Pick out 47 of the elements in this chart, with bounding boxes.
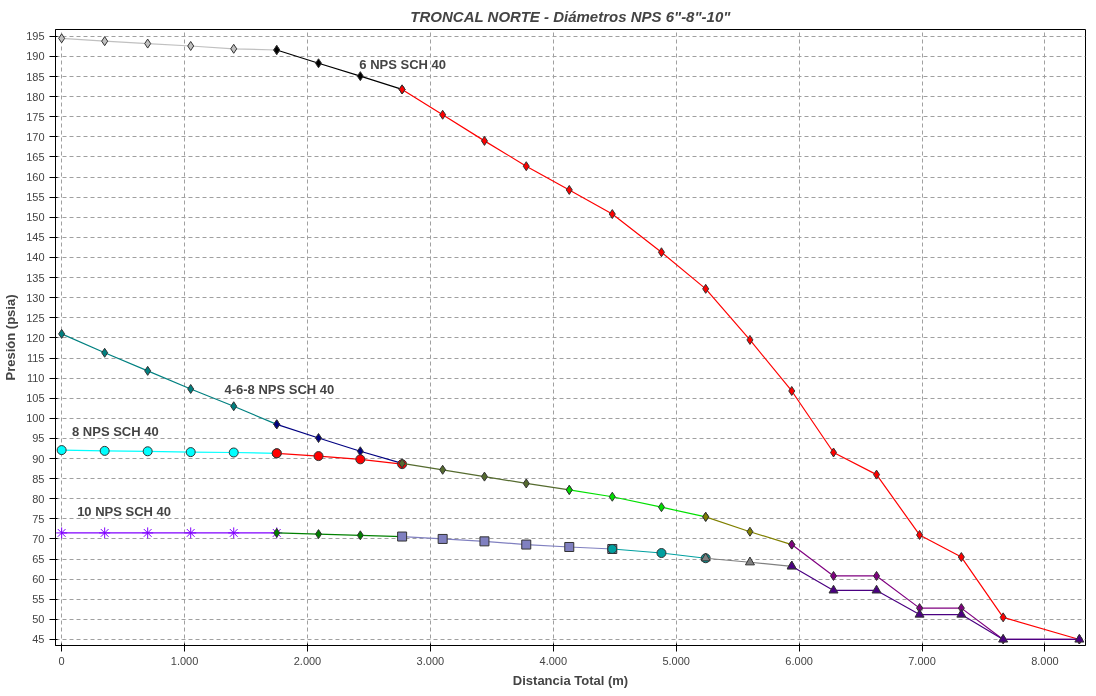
x-tick-label: 3.000	[416, 654, 445, 667]
y-tick-label: 135	[26, 271, 45, 284]
y-tick-label: 75	[32, 512, 45, 525]
y-tick-label: 100	[26, 412, 45, 425]
y-tick-label: 55	[32, 593, 45, 606]
x-axis-title: Distancia Total (m)	[512, 672, 629, 688]
y-tick-label: 140	[26, 251, 45, 264]
y-tick-label: 195	[26, 30, 45, 43]
annotation: 4-6-8 NPS SCH 40	[224, 381, 335, 397]
y-tick-label: 165	[26, 150, 45, 163]
annotation: 10 NPS SCH 40	[77, 503, 172, 519]
y-tick-label: 80	[32, 492, 45, 505]
y-tick-label: 160	[26, 171, 45, 184]
y-axis-title: Presión (psia)	[3, 294, 19, 381]
x-tick-label: 8.000	[1031, 654, 1059, 667]
y-tick-label: 110	[26, 372, 45, 385]
annotation: 6 NPS SCH 40	[359, 57, 447, 73]
y-tick-label: 175	[26, 110, 45, 123]
y-tick-label: 85	[32, 472, 45, 485]
y-tick-label: 65	[32, 553, 45, 566]
x-tick-label: 4.000	[539, 654, 568, 667]
y-tick-label: 60	[32, 573, 45, 586]
y-tick-label: 170	[26, 130, 45, 143]
y-tick-label: 155	[26, 191, 45, 204]
y-tick-label: 90	[32, 452, 45, 465]
chart-title: TRONCAL NORTE - Diámetros NPS 6"-8"-10"	[410, 7, 732, 25]
annotation: 8 NPS SCH 40	[71, 424, 159, 440]
y-tick-label: 185	[26, 70, 45, 83]
x-tick-label: 7.000	[908, 654, 936, 667]
x-tick-label: 0	[58, 654, 65, 667]
y-tick-label: 145	[26, 231, 45, 244]
y-tick-label: 70	[32, 532, 45, 545]
x-tick-label: 2.000	[293, 654, 322, 667]
y-tick-label: 125	[26, 311, 45, 324]
y-tick-label: 105	[26, 392, 45, 405]
x-tick-label: 5.000	[662, 654, 690, 667]
y-tick-label: 190	[26, 50, 45, 63]
x-tick-label: 1.000	[170, 654, 199, 667]
y-tick-label: 130	[26, 291, 45, 304]
y-tick-label: 120	[26, 331, 45, 344]
x-tick-label: 6.000	[785, 654, 813, 667]
y-tick-label: 95	[32, 432, 45, 445]
y-tick-label: 115	[26, 352, 45, 365]
y-tick-label: 180	[26, 90, 45, 103]
y-tick-label: 45	[32, 633, 45, 646]
y-tick-label: 50	[32, 613, 45, 626]
y-tick-label: 150	[26, 211, 45, 224]
